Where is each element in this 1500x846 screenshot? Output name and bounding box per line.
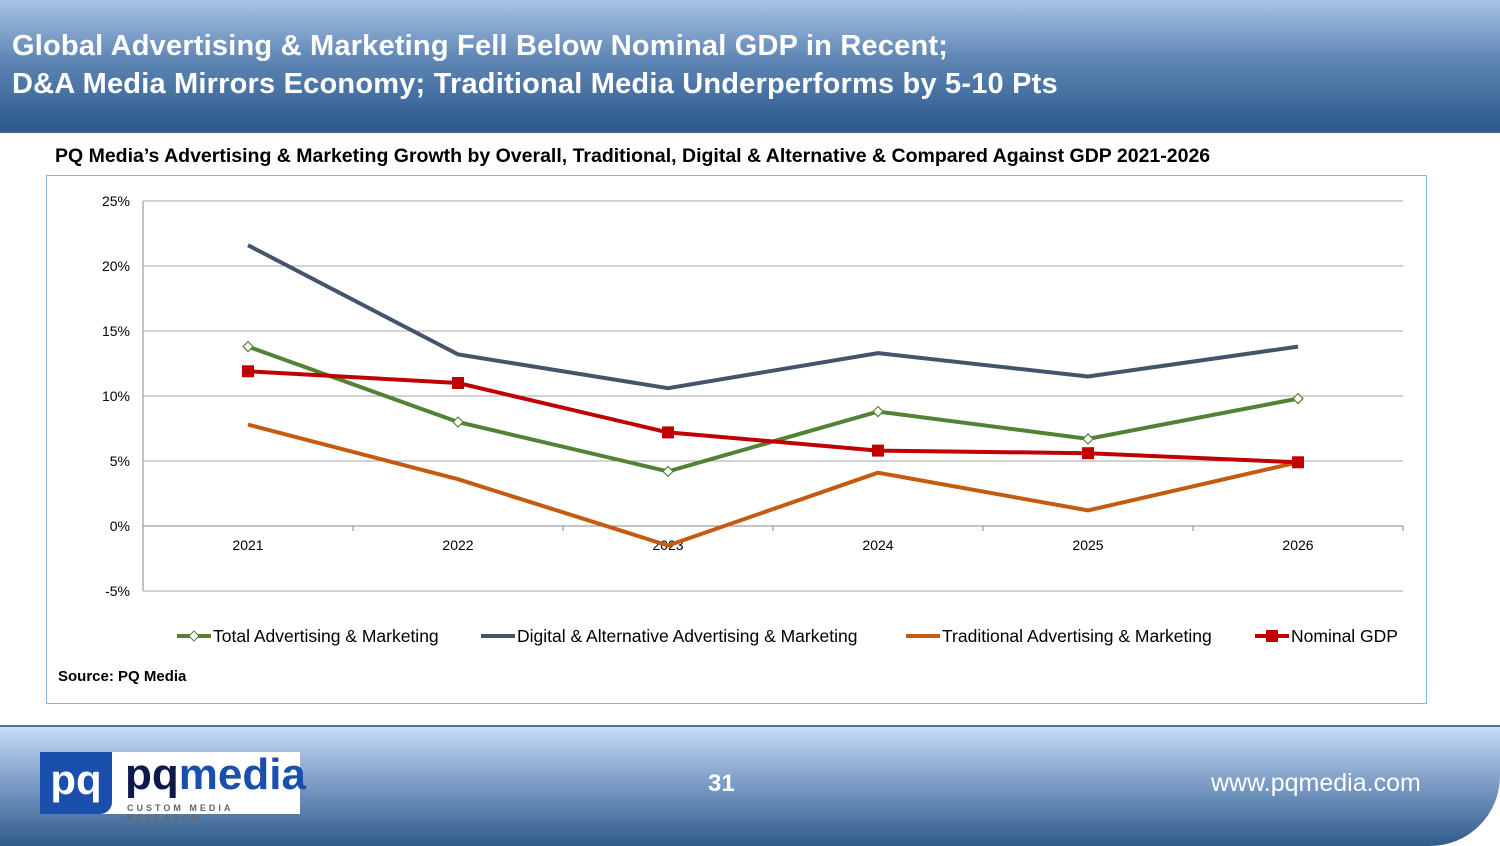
chart-frame <box>46 175 1427 704</box>
y-tick-label: 0% <box>110 518 130 534</box>
chart-title: PQ Media’s Advertising & Marketing Growt… <box>55 145 1211 167</box>
slide-header: Global Advertising & Marketing Fell Belo… <box>0 0 1500 133</box>
y-tick-label: -5% <box>105 583 130 599</box>
x-tick-label: 2024 <box>862 537 893 553</box>
data-point <box>872 405 884 418</box>
data-point <box>452 416 464 428</box>
y-tick-label: 20% <box>102 258 130 274</box>
legend-marker <box>1266 630 1278 642</box>
data-point <box>662 465 674 478</box>
y-tick-label: 10% <box>102 388 130 404</box>
x-tick-label: 2021 <box>232 537 263 553</box>
x-tick-label: 2022 <box>442 537 473 553</box>
data-point <box>242 365 254 378</box>
data-point <box>662 426 674 439</box>
data-point <box>1082 447 1094 460</box>
legend-marker <box>188 630 200 642</box>
legend-label: Traditional Advertising & Marketing <box>942 626 1212 646</box>
website-url: www.pqmedia.com <box>1211 769 1421 797</box>
slide-title-line2: D&A Media Mirrors Economy; Traditional M… <box>12 68 1058 100</box>
x-tick-label: 2026 <box>1282 537 1313 553</box>
pqmedia-logo: pq pqmedia CUSTOM MEDIA RESEARCH <box>40 750 306 823</box>
x-tick-label: 2025 <box>1072 537 1103 553</box>
line-chart: 25%20%15%10%5%0%-5%2021 2022 2023 2024 2025 2… <box>102 193 1404 646</box>
series-line <box>247 422 1299 548</box>
data-point <box>1082 433 1094 445</box>
data-point <box>452 377 464 389</box>
data-point <box>242 340 254 353</box>
legend-label: Total Advertising & Marketing <box>213 626 439 646</box>
slide-title-line1: Global Advertising & Marketing Fell Belo… <box>12 30 949 62</box>
data-point <box>1292 456 1304 469</box>
y-tick-label: 25% <box>102 193 130 209</box>
series-line <box>247 243 1299 391</box>
page-number: 31 <box>708 770 735 797</box>
legend-label: Nominal GDP <box>1291 626 1398 646</box>
data-point <box>1292 392 1304 405</box>
data-point <box>872 444 884 457</box>
source-note: Source: PQ Media <box>58 668 187 685</box>
y-tick-label: 15% <box>102 323 130 339</box>
series-line <box>247 369 1299 465</box>
series-line <box>247 344 1299 474</box>
y-tick-label: 5% <box>110 453 130 469</box>
legend-label: Digital & Alternative Advertising & Mark… <box>517 626 857 646</box>
